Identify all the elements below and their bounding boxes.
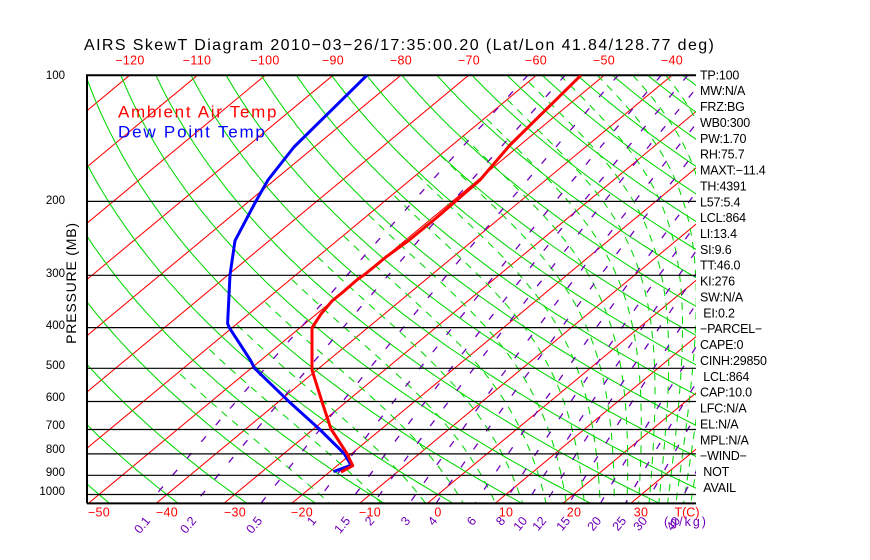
svg-text:−PARCEL−: −PARCEL− (700, 322, 762, 336)
svg-text:TP:100: TP:100 (700, 68, 739, 82)
svg-text:10: 10 (499, 506, 514, 520)
svg-text:Dew Point Temp: Dew Point Temp (118, 123, 267, 142)
svg-text:AIRS SkewT Diagram 2010−03−26/: AIRS SkewT Diagram 2010−03−26/17:35:00.2… (84, 37, 715, 54)
svg-text:200: 200 (46, 195, 65, 207)
svg-text:FRZ:BG: FRZ:BG (700, 100, 745, 114)
svg-text:MW:N/A: MW:N/A (700, 84, 746, 98)
svg-text:PW:1.70: PW:1.70 (700, 132, 747, 146)
svg-text:(g/kg): (g/kg) (664, 515, 708, 529)
svg-text:1000: 1000 (39, 486, 65, 498)
svg-text:TH:4391: TH:4391 (700, 179, 747, 193)
svg-text:−50: −50 (593, 54, 615, 68)
svg-text:TT:46.0: TT:46.0 (700, 259, 741, 273)
svg-text:RH:75.7: RH:75.7 (700, 148, 745, 162)
svg-text:AVAIL: AVAIL (700, 481, 736, 495)
svg-text:30: 30 (634, 506, 649, 520)
svg-text:SI:9.6: SI:9.6 (700, 243, 732, 257)
svg-text:−80: −80 (390, 54, 412, 68)
svg-text:PRESSURE (MB): PRESSURE (MB) (63, 222, 79, 344)
svg-text:−40: −40 (156, 506, 178, 520)
svg-text:LCL:864: LCL:864 (700, 370, 749, 384)
svg-text:0: 0 (434, 506, 441, 520)
svg-text:−110: −110 (183, 54, 211, 68)
svg-text:MAXT:−11.4: MAXT:−11.4 (700, 164, 766, 178)
svg-text:MPL:N/A: MPL:N/A (700, 433, 749, 447)
svg-text:NOT: NOT (700, 465, 730, 479)
svg-text:−30: −30 (224, 506, 246, 520)
svg-text:Ambient Air Temp: Ambient Air Temp (118, 103, 278, 122)
svg-text:−60: −60 (525, 54, 547, 68)
svg-text:KI:276: KI:276 (700, 275, 735, 289)
svg-text:−100: −100 (250, 54, 279, 68)
svg-text:SW:N/A: SW:N/A (700, 291, 744, 305)
svg-text:600: 600 (46, 392, 65, 404)
svg-text:−120: −120 (115, 54, 144, 68)
svg-text:−90: −90 (322, 54, 344, 68)
svg-text:100: 100 (46, 70, 65, 82)
svg-text:T(C): T(C) (675, 506, 700, 520)
svg-text:−10: −10 (359, 506, 381, 520)
svg-text:−40: −40 (661, 54, 683, 68)
svg-text:−WIND−: −WIND− (700, 449, 747, 463)
svg-text:CAPE:0: CAPE:0 (700, 338, 744, 352)
svg-text:EI:0.2: EI:0.2 (700, 306, 735, 320)
svg-text:900: 900 (46, 467, 65, 479)
svg-text:300: 300 (46, 268, 65, 280)
svg-text:−50: −50 (88, 506, 110, 520)
svg-text:EL:N/A: EL:N/A (700, 417, 739, 431)
svg-text:LI:13.4: LI:13.4 (700, 227, 737, 241)
svg-text:800: 800 (46, 444, 65, 456)
svg-text:500: 500 (46, 360, 65, 372)
svg-text:−70: −70 (458, 54, 480, 68)
svg-text:400: 400 (46, 320, 65, 332)
svg-text:WB0:300: WB0:300 (700, 116, 750, 130)
svg-text:700: 700 (46, 420, 65, 432)
svg-text:LFC:N/A: LFC:N/A (700, 402, 747, 416)
svg-text:CAP:10.0: CAP:10.0 (700, 386, 752, 400)
svg-text:−20: −20 (291, 506, 313, 520)
svg-text:LCL:864: LCL:864 (700, 211, 746, 225)
svg-text:20: 20 (567, 506, 582, 520)
svg-text:CINH:29850: CINH:29850 (700, 354, 767, 368)
svg-text:L57:5.4: L57:5.4 (700, 195, 741, 209)
